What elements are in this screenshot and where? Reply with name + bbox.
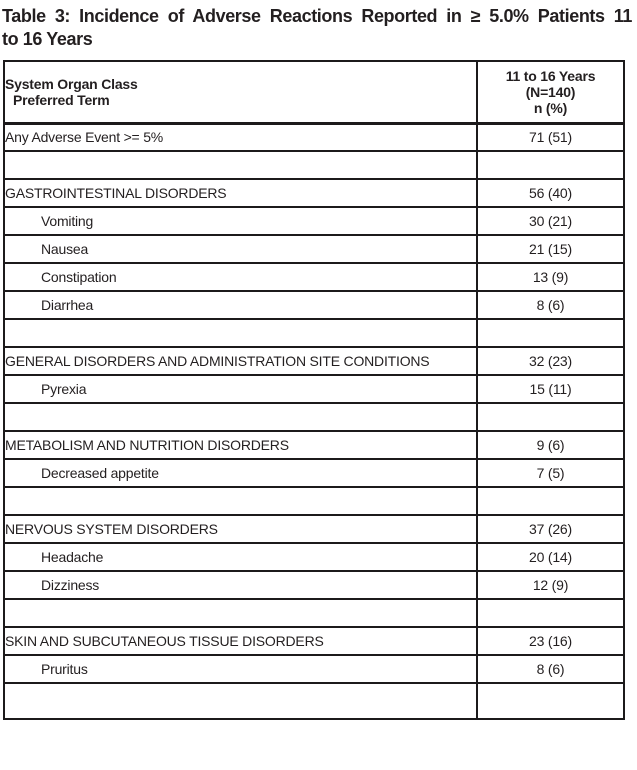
row-label: GENERAL DISORDERS AND ADMINISTRATION SIT… <box>3 346 478 376</box>
table-row-metabolism: METABOLISM AND NUTRITION DISORDERS 9 (6) <box>3 430 625 460</box>
row-label <box>3 318 478 348</box>
row-label: Any Adverse Event >= 5% <box>3 122 478 152</box>
row-value: 23 (16) <box>476 626 625 656</box>
table-row-gastrointestinal: GASTROINTESTINAL DISORDERS 56 (40) <box>3 178 625 208</box>
row-label: Decreased appetite <box>3 458 478 488</box>
row-value <box>476 150 625 180</box>
spacer-row <box>3 682 625 720</box>
row-value: 15 (11) <box>476 374 625 404</box>
row-value: 20 (14) <box>476 542 625 572</box>
row-value: 13 (9) <box>476 262 625 292</box>
row-label <box>3 402 478 432</box>
row-label <box>3 486 478 516</box>
row-value: 37 (26) <box>476 514 625 544</box>
table-title-line2: to 16 Years <box>2 29 93 49</box>
row-value: 21 (15) <box>476 234 625 264</box>
table-row-skin-subcutaneous: SKIN AND SUBCUTANEOUS TISSUE DISORDERS 2… <box>3 626 625 656</box>
adverse-reactions-table: System Organ Class Preferred Term 11 to … <box>3 60 625 720</box>
row-value <box>476 598 625 628</box>
row-label: NERVOUS SYSTEM DISORDERS <box>3 514 478 544</box>
row-label <box>3 682 478 720</box>
row-label: Constipation <box>3 262 478 292</box>
table-row-diarrhea: Diarrhea 8 (6) <box>3 290 625 320</box>
spacer-row <box>3 486 625 516</box>
row-label: Pyrexia <box>3 374 478 404</box>
header-age-line2: (N=140) <box>525 83 576 100</box>
row-label: Dizziness <box>3 570 478 600</box>
row-label: SKIN AND SUBCUTANEOUS TISSUE DISORDERS <box>3 626 478 656</box>
row-value: 7 (5) <box>476 458 625 488</box>
table-row-pyrexia: Pyrexia 15 (11) <box>3 374 625 404</box>
row-value <box>476 318 625 348</box>
row-label: Pruritus <box>3 654 478 684</box>
table-row-general-disorders: GENERAL DISORDERS AND ADMINISTRATION SIT… <box>3 346 625 376</box>
spacer-row <box>3 318 625 348</box>
row-label: GASTROINTESTINAL DISORDERS <box>3 178 478 208</box>
header-age-group: 11 to 16 Years (N=140) n (%) <box>476 60 625 125</box>
table-row-nervous-system: NERVOUS SYSTEM DISORDERS 37 (26) <box>3 514 625 544</box>
table-row-decreased-appetite: Decreased appetite 7 (5) <box>3 458 625 488</box>
row-label: Nausea <box>3 234 478 264</box>
table-row-pruritus: Pruritus 8 (6) <box>3 654 625 684</box>
table-row-dizziness: Dizziness 12 (9) <box>3 570 625 600</box>
table-header-row: System Organ Class Preferred Term 11 to … <box>3 60 625 125</box>
header-soc-line2: Preferred Term <box>13 91 110 108</box>
spacer-row <box>3 402 625 432</box>
header-system-organ-class: System Organ Class Preferred Term <box>3 60 478 125</box>
table-row-constipation: Constipation 13 (9) <box>3 262 625 292</box>
row-value <box>476 486 625 516</box>
row-label: Vomiting <box>3 206 478 236</box>
spacer-row <box>3 150 625 180</box>
row-label: Diarrhea <box>3 290 478 320</box>
row-label: Headache <box>3 542 478 572</box>
row-label <box>3 598 478 628</box>
row-value: 8 (6) <box>476 290 625 320</box>
row-label <box>3 150 478 180</box>
row-value: 8 (6) <box>476 654 625 684</box>
header-soc-line1: System Organ Class <box>5 75 138 92</box>
row-value: 12 (9) <box>476 570 625 600</box>
table-title: Table 3: Incidence of Adverse Reactions … <box>0 0 637 51</box>
row-value: 30 (21) <box>476 206 625 236</box>
table-row-vomiting: Vomiting 30 (21) <box>3 206 625 236</box>
row-value: 9 (6) <box>476 430 625 460</box>
row-value <box>476 402 625 432</box>
row-value: 56 (40) <box>476 178 625 208</box>
row-value <box>476 682 625 720</box>
row-value: 32 (23) <box>476 346 625 376</box>
table-row-nausea: Nausea 21 (15) <box>3 234 625 264</box>
table-title-line1: Table 3: Incidence of Adverse Reactions … <box>2 6 632 26</box>
row-label: METABOLISM AND NUTRITION DISORDERS <box>3 430 478 460</box>
row-value: 71 (51) <box>476 122 625 152</box>
spacer-row <box>3 598 625 628</box>
table-row-headache: Headache 20 (14) <box>3 542 625 572</box>
table-row-any-adverse-event: Any Adverse Event >= 5% 71 (51) <box>3 122 625 152</box>
header-age-line3: n (%) <box>533 99 568 116</box>
header-age-line1: 11 to 16 Years <box>505 67 596 84</box>
